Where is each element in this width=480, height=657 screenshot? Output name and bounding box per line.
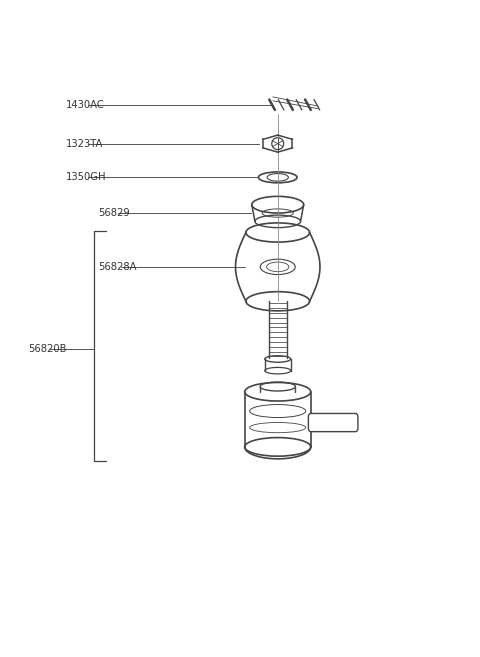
Text: 56829: 56829 xyxy=(98,208,130,218)
Text: 56820B: 56820B xyxy=(28,344,66,354)
Text: 1323TA: 1323TA xyxy=(65,139,103,148)
Text: 1350GH: 1350GH xyxy=(65,172,106,183)
FancyBboxPatch shape xyxy=(308,413,358,432)
Text: 56828A: 56828A xyxy=(98,262,137,272)
Text: 1430AC: 1430AC xyxy=(65,100,104,110)
